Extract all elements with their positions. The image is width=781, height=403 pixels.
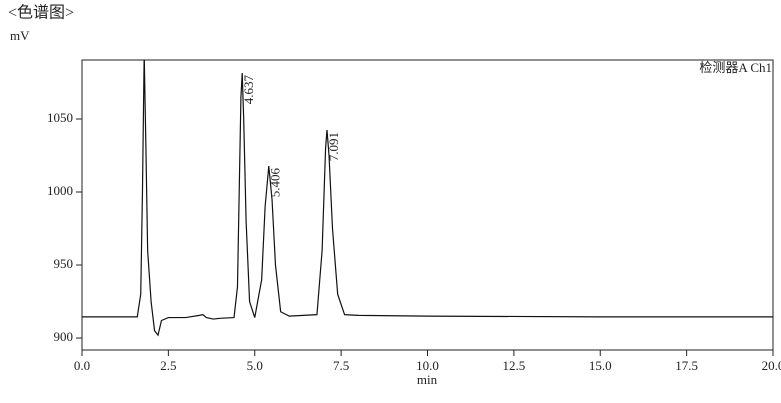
x-tick-label: 15.0 xyxy=(589,358,612,373)
plot-frame xyxy=(81,59,774,351)
y-unit: mV xyxy=(10,28,30,43)
peak-label: 4.637 xyxy=(241,74,256,104)
peak-label: 5.406 xyxy=(268,168,283,198)
x-tick-label: 2.5 xyxy=(160,358,176,373)
x-tick-label: 20.0 xyxy=(762,358,781,373)
peak-label: 7.091 xyxy=(326,132,341,161)
y-tick-label: 950 xyxy=(54,256,74,271)
x-tick-label: 7.5 xyxy=(333,358,349,373)
y-tick-label: 900 xyxy=(54,329,74,344)
x-tick-label: 17.5 xyxy=(675,358,698,373)
x-tick-label: 12.5 xyxy=(503,358,526,373)
signal-line xyxy=(82,60,773,337)
x-tick-label: 10.0 xyxy=(416,358,439,373)
x-tick-label: 0.0 xyxy=(74,358,90,373)
y-tick-label: 1000 xyxy=(47,183,73,198)
x-tick-label: 5.0 xyxy=(247,358,263,373)
x-axis-label: min xyxy=(417,372,438,387)
chart-title: <色谱图> xyxy=(8,4,74,22)
y-tick-label: 1050 xyxy=(47,110,73,125)
detector-label: 检测器A Ch1 xyxy=(699,60,772,75)
